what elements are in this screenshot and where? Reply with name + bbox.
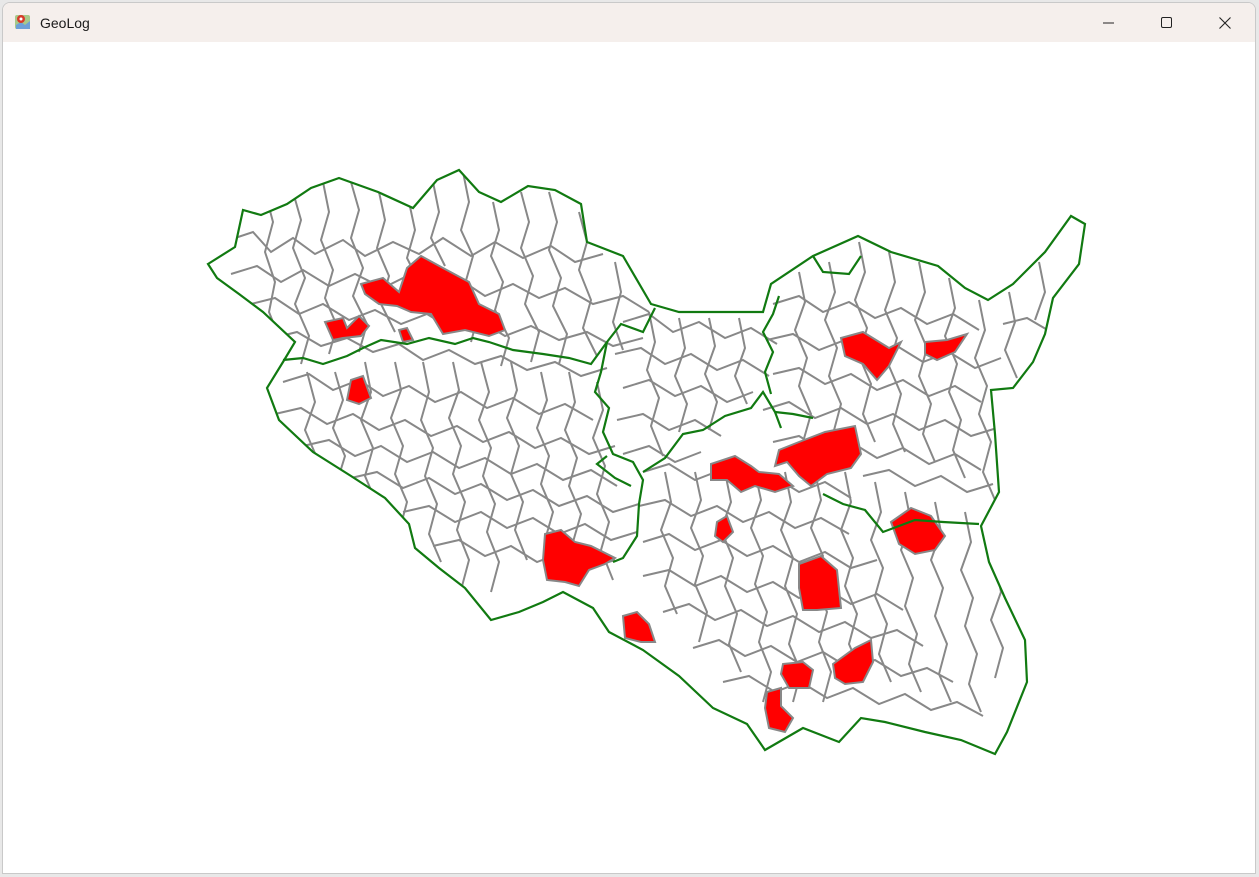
- close-icon: [1219, 16, 1231, 29]
- highlight-region-16: [763, 686, 795, 734]
- maximize-button[interactable]: [1139, 3, 1195, 42]
- highlighted-municipalities: [323, 254, 970, 734]
- highlight-region-13: [798, 554, 843, 611]
- highlight-region-15: [779, 660, 815, 689]
- highlight-region-10: [889, 506, 947, 556]
- highlight-region-1: [359, 254, 507, 338]
- highlight-region-9: [713, 514, 735, 544]
- highlight-region-7: [773, 424, 863, 488]
- highlight-region-6: [924, 332, 970, 362]
- map-canvas-area[interactable]: [3, 42, 1255, 873]
- maximize-icon: [1161, 16, 1173, 29]
- title-bar[interactable]: GeoLog: [3, 3, 1255, 42]
- minimize-icon: [1103, 17, 1115, 29]
- highlight-region-3: [397, 326, 415, 344]
- highlight-region-11: [541, 528, 618, 588]
- municipality-map[interactable]: [3, 42, 1255, 874]
- highlight-region-2: [323, 314, 371, 342]
- highlight-region-12: [621, 610, 657, 643]
- minimize-button[interactable]: [1081, 3, 1137, 42]
- region-borders: [282, 255, 980, 564]
- highlight-region-4: [345, 374, 373, 406]
- close-button[interactable]: [1197, 3, 1253, 42]
- map-pin-icon: [14, 13, 32, 31]
- window-title: GeoLog: [40, 15, 90, 31]
- highlight-region-14: [831, 638, 875, 686]
- highlight-region-8: [710, 454, 795, 494]
- highlight-region-5: [839, 330, 904, 382]
